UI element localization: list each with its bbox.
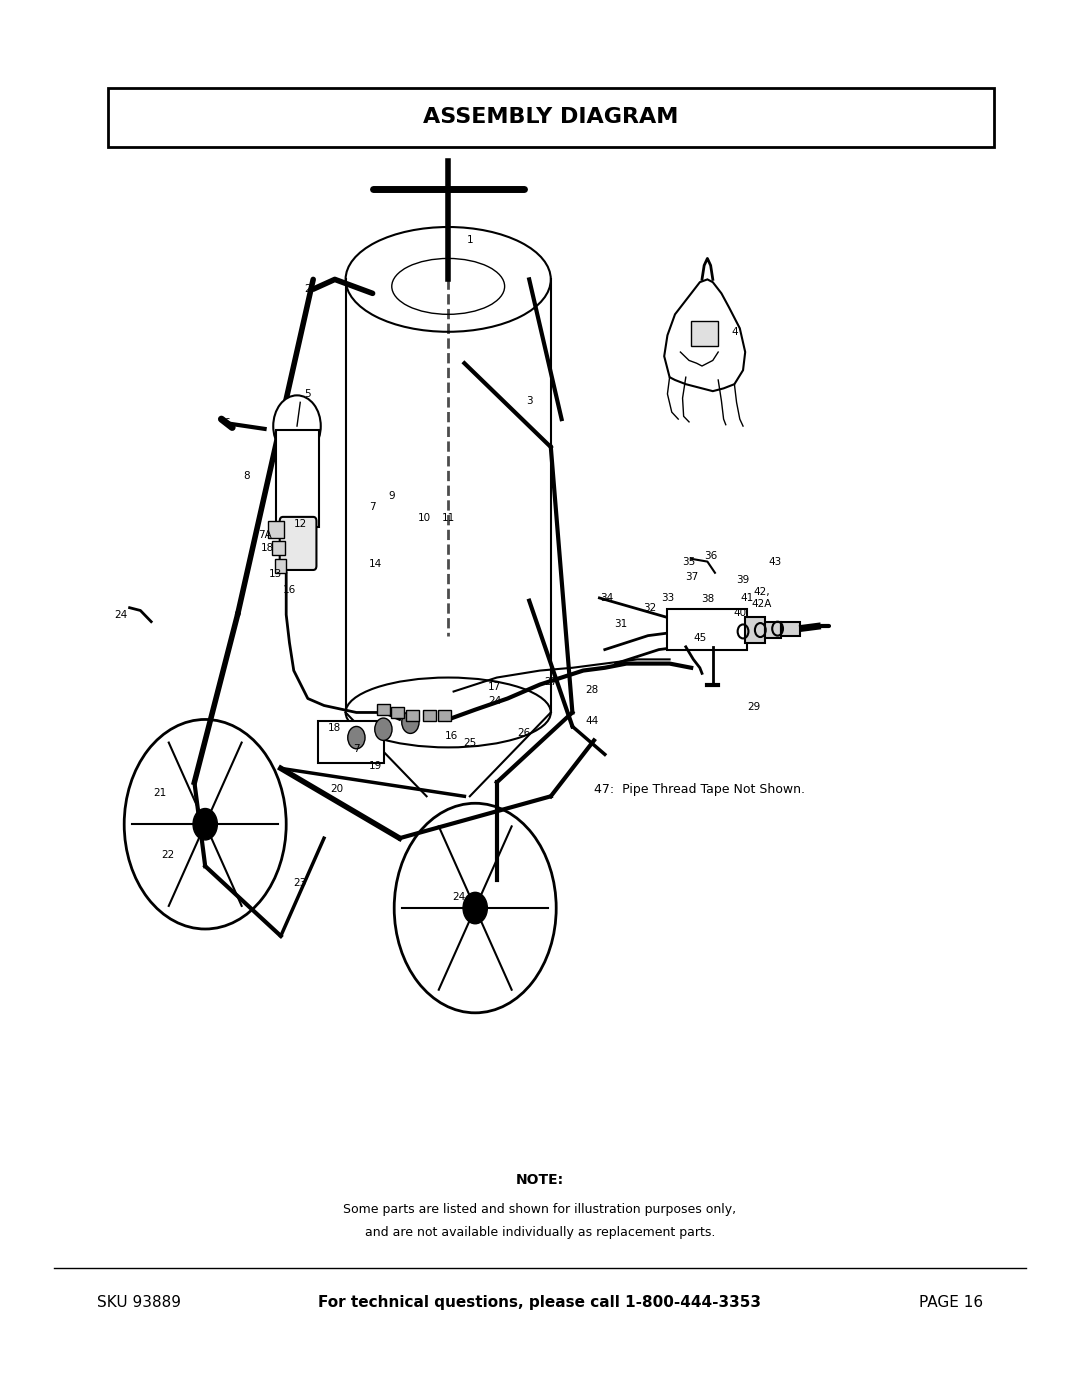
Text: 25: 25 <box>463 738 476 749</box>
FancyBboxPatch shape <box>280 517 316 570</box>
Text: For technical questions, please call 1-800-444-3353: For technical questions, please call 1-8… <box>319 1295 761 1309</box>
Polygon shape <box>664 279 745 391</box>
Text: PAGE 16: PAGE 16 <box>919 1295 983 1309</box>
Circle shape <box>348 726 365 749</box>
Text: 24: 24 <box>114 609 127 620</box>
Text: 36: 36 <box>704 550 717 562</box>
Text: 39: 39 <box>737 574 750 585</box>
Circle shape <box>402 711 419 733</box>
Text: 44: 44 <box>585 715 598 726</box>
Text: 18: 18 <box>328 722 341 733</box>
FancyBboxPatch shape <box>276 430 319 527</box>
Circle shape <box>193 809 217 840</box>
Text: 19: 19 <box>369 760 382 771</box>
Bar <box>438 710 451 721</box>
Text: 34: 34 <box>600 592 613 604</box>
Text: 38: 38 <box>701 594 714 605</box>
Bar <box>275 559 286 573</box>
Text: 7: 7 <box>369 502 376 513</box>
Text: 12: 12 <box>294 518 307 529</box>
Text: 28: 28 <box>585 685 598 696</box>
Text: 27: 27 <box>544 676 557 687</box>
Text: 23: 23 <box>294 877 307 888</box>
Text: 16: 16 <box>445 731 458 742</box>
Text: 1: 1 <box>467 235 473 246</box>
Text: 32: 32 <box>644 602 657 613</box>
Text: SKU 93889: SKU 93889 <box>97 1295 181 1309</box>
Text: 7: 7 <box>353 743 360 754</box>
Text: 21: 21 <box>153 788 166 799</box>
Bar <box>691 321 718 346</box>
Text: NOTE:: NOTE: <box>516 1173 564 1187</box>
Text: 14: 14 <box>369 559 382 570</box>
Text: 20: 20 <box>330 784 343 795</box>
Text: 16: 16 <box>283 584 296 595</box>
Bar <box>745 617 765 643</box>
Text: 6: 6 <box>224 418 230 429</box>
Text: 43: 43 <box>769 556 782 567</box>
Bar <box>268 521 284 538</box>
Text: 31: 31 <box>615 619 627 630</box>
Bar <box>377 704 390 715</box>
Text: 18: 18 <box>261 542 274 553</box>
Bar <box>391 707 404 718</box>
Text: 24: 24 <box>488 696 501 707</box>
Text: 5: 5 <box>305 388 311 400</box>
Text: 35: 35 <box>683 556 696 567</box>
Text: and are not available individually as replacement parts.: and are not available individually as re… <box>365 1225 715 1239</box>
Text: 45: 45 <box>693 633 706 644</box>
Circle shape <box>375 718 392 740</box>
Text: 11: 11 <box>442 513 455 524</box>
Bar <box>765 622 781 638</box>
Text: 8: 8 <box>243 471 249 482</box>
Text: 42,
42A: 42, 42A <box>752 587 771 609</box>
Text: 10: 10 <box>418 513 431 524</box>
FancyBboxPatch shape <box>318 721 384 763</box>
Text: ASSEMBLY DIAGRAM: ASSEMBLY DIAGRAM <box>423 108 678 127</box>
Bar <box>423 710 436 721</box>
Bar <box>781 622 800 636</box>
Text: 3: 3 <box>526 395 532 407</box>
Circle shape <box>463 893 487 923</box>
FancyBboxPatch shape <box>108 88 994 147</box>
Ellipse shape <box>346 678 551 747</box>
Bar <box>406 710 419 721</box>
Text: 9: 9 <box>389 490 395 502</box>
Text: 26: 26 <box>517 728 530 739</box>
Text: 22: 22 <box>161 849 174 861</box>
Text: 33: 33 <box>661 592 674 604</box>
Text: 7A: 7A <box>258 529 271 541</box>
Text: 13: 13 <box>269 569 282 580</box>
Text: 37: 37 <box>686 571 699 583</box>
Circle shape <box>273 395 321 457</box>
Text: 2: 2 <box>305 284 311 295</box>
FancyBboxPatch shape <box>667 609 747 650</box>
Text: 4: 4 <box>731 327 738 338</box>
Bar <box>272 541 285 555</box>
Text: 17: 17 <box>488 682 501 693</box>
Text: 24: 24 <box>453 891 465 902</box>
Text: 41: 41 <box>741 592 754 604</box>
Text: Some parts are listed and shown for illustration purposes only,: Some parts are listed and shown for illu… <box>343 1203 737 1217</box>
Text: 40: 40 <box>733 608 746 619</box>
Text: 29: 29 <box>747 701 760 712</box>
Text: 47:  Pipe Thread Tape Not Shown.: 47: Pipe Thread Tape Not Shown. <box>594 782 805 796</box>
